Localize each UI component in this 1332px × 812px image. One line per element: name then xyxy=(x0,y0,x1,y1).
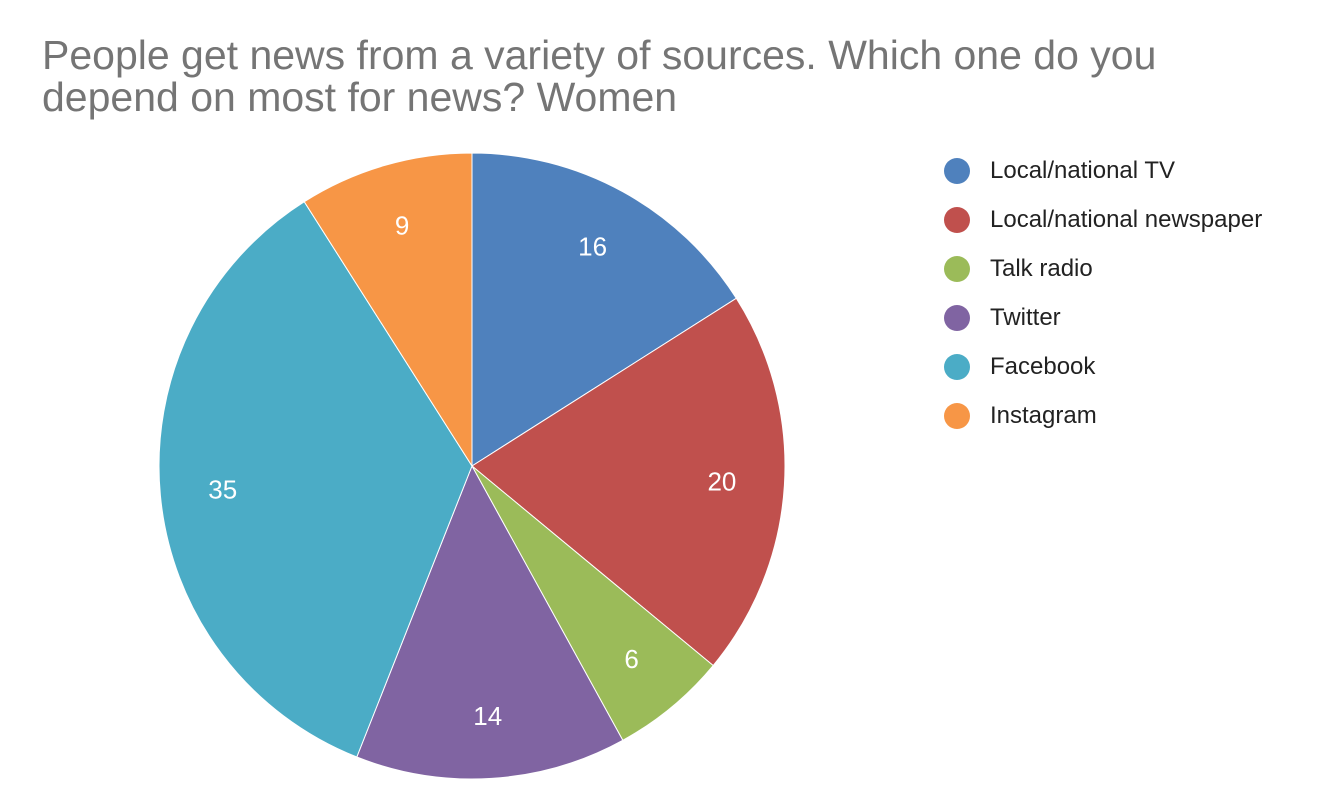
pie-slice-local-national-newspaper xyxy=(471,297,786,667)
data-label-facebook: 35 xyxy=(208,475,237,505)
chart-legend: Local/national TV Local/national newspape… xyxy=(944,146,1262,440)
legend-label: Local/national TV xyxy=(990,156,1176,184)
legend-item-local-national-tv: Local/national TV xyxy=(944,146,1262,195)
data-label-twitter: 14 xyxy=(473,701,502,731)
data-label-talk-radio: 6 xyxy=(624,644,638,674)
legend-item-twitter: Twitter xyxy=(944,293,1262,342)
legend-label: Local/national newspaper xyxy=(990,205,1263,233)
legend-item-instagram: Instagram xyxy=(944,391,1262,440)
pie-slice-twitter xyxy=(356,464,624,780)
data-label-local-national-tv: 16 xyxy=(578,232,607,262)
legend-label: Instagram xyxy=(990,401,1097,429)
chart-title: People get news from a variety of source… xyxy=(42,32,1157,120)
legend-label: Twitter xyxy=(990,303,1061,331)
legend-swatch xyxy=(944,402,970,429)
legend-item-facebook: Facebook xyxy=(944,342,1262,391)
legend-swatch xyxy=(944,304,970,331)
legend-swatch xyxy=(944,157,970,184)
legend-label: Facebook xyxy=(990,352,1096,380)
pie-slice-instagram xyxy=(303,152,473,468)
legend-swatch xyxy=(944,255,970,282)
legend-item-talk-radio: Talk radio xyxy=(944,244,1262,293)
legend-item-local-national-newspaper: Local/national newspaper xyxy=(944,195,1262,244)
pie-slice-facebook xyxy=(158,201,473,758)
legend-swatch xyxy=(944,206,970,233)
data-label-instagram: 9 xyxy=(395,211,409,241)
pie-slice-local-national-tv xyxy=(471,152,737,467)
pie-slice-talk-radio xyxy=(471,465,714,741)
data-label-local-national-newspaper: 20 xyxy=(707,467,736,497)
legend-label: Talk radio xyxy=(990,254,1093,282)
legend-swatch xyxy=(944,353,970,380)
